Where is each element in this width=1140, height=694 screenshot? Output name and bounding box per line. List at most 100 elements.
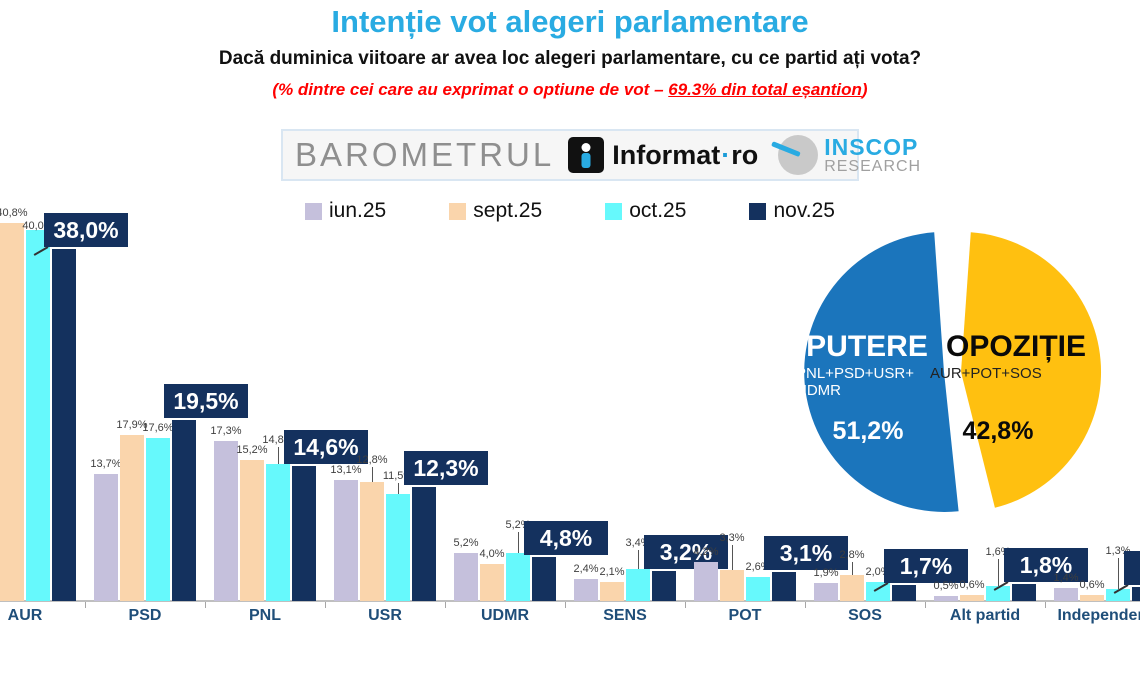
bar [454,553,478,601]
informat-i-icon [568,137,605,173]
bar [412,487,436,601]
x-axis-line [0,600,1140,602]
bar-value-label: 2,4% [573,563,599,575]
pie-sublabel-putere: PNL+PSD+USR+ UDMR [796,365,914,399]
bar [1132,587,1140,601]
category-label: POT [728,607,762,624]
bar [360,482,384,601]
category-label: PNL [249,607,281,624]
pie-label-putere: PUTERE [806,330,928,363]
bar [480,564,504,601]
nov-value-callout: 3,1% [764,536,848,570]
nov-value-callout: 19,5% [164,384,248,418]
nov-value-callout: 4,8% [524,521,608,555]
axis-tick [805,602,806,608]
axis-tick [1045,602,1046,608]
bar-value-label: 5,2% [453,537,479,549]
legend-swatch-icon [605,202,623,220]
bar [772,572,796,601]
category-label: Alt partid [949,607,1021,624]
bar [266,464,290,601]
bar [986,586,1010,601]
axis-tick [925,602,926,608]
bar [214,441,238,601]
survey-question: Dacă duminica viitoare ar avea loc alege… [218,48,922,69]
bar [172,420,196,601]
value-leader-line [398,483,399,494]
bar [626,569,650,601]
bar [240,460,264,601]
bar [960,595,984,601]
bar [600,582,624,601]
bar-value-label: 4,2% [693,546,719,558]
bar [52,249,76,601]
page-title: Intenție vot alegeri parlamentare [331,4,809,39]
legend-label: sept.25 [473,199,543,222]
legend-item: nov.25 [749,199,835,223]
value-leader-line [372,467,373,482]
axis-tick [445,602,446,608]
nov-value-callout: 38,0% [44,213,128,247]
informat-logo-text: Informat·ro [612,139,759,170]
pie-value-putere: 51,2% [832,417,904,445]
sample-note: (% dintre cei care au exprimat o optiune… [0,80,1140,100]
bar [1012,584,1036,601]
bar-value-label: 2,8% [839,549,865,561]
bar-value-label: 0,5% [933,580,959,592]
category-label: PSD [128,607,162,624]
nov-value-callout: 1, [1124,551,1140,585]
bar-value-label: 17,3% [210,425,242,437]
bar [574,579,598,601]
legend-item: oct.25 [605,199,686,223]
pie-label-opozitie: OPOZIȚIE [945,330,1086,363]
bar [0,223,24,601]
bar-value-label: 17,9% [116,419,148,431]
nov-value-callout: 12,3% [404,451,488,485]
informat-dot: · [721,139,731,170]
value-leader-line [638,550,639,569]
chart-legend: iun.25 sept.25 oct.25 nov.25 [305,199,835,223]
axis-tick [325,602,326,608]
bar [120,435,144,601]
pie-sublabel-opozitie: AUR+POT+SOS [930,365,1042,382]
axis-tick [85,602,86,608]
bar [720,570,744,601]
bar [1106,589,1130,601]
bar-value-label: 1,9% [813,567,839,579]
category-label: AUR [7,607,43,624]
nov-value-callout: 1,7% [884,549,968,583]
category-label: SENS [603,607,647,624]
value-leader-line [1118,558,1119,589]
bar [292,466,316,601]
pie-slice-opozitie [961,232,1102,508]
bar-value-label: 4,0% [479,548,505,560]
pie-chart: PUTERE PNL+PSD+USR+ UDMR 51,2% OPOZIȚIE … [778,222,1128,522]
value-leader-line [518,532,519,553]
bar-value-label: 0,6% [959,579,985,591]
bar [814,583,838,601]
category-label: Independent [1057,607,1140,624]
bar-value-label: 13,1% [330,464,362,476]
bar [334,480,358,601]
bar-value-label: 15,2% [236,444,268,456]
category-label: UDMR [481,607,529,624]
value-leader-line [852,562,853,575]
bar-value-label: 2,1% [599,566,625,578]
bar-value-label: 13,7% [90,458,122,470]
bar [146,438,170,601]
bar [694,562,718,601]
sample-note-suffix: ) [861,80,868,99]
legend-item: sept.25 [449,199,542,223]
barometrul-logo: BAROMETRUL [295,136,555,173]
bar [506,553,530,601]
legend-item: iun.25 [305,199,386,223]
bar-value-label: 40,8% [0,207,28,219]
bar [866,582,890,601]
bar [532,557,556,601]
nov-value-callout: 1,8% [1004,548,1088,582]
bar [934,596,958,601]
pie-value-opozitie: 42,8% [962,417,1034,445]
inscop-pie-icon [771,135,819,175]
inscop-logo-text: INSCOP RESEARCH [824,133,922,175]
